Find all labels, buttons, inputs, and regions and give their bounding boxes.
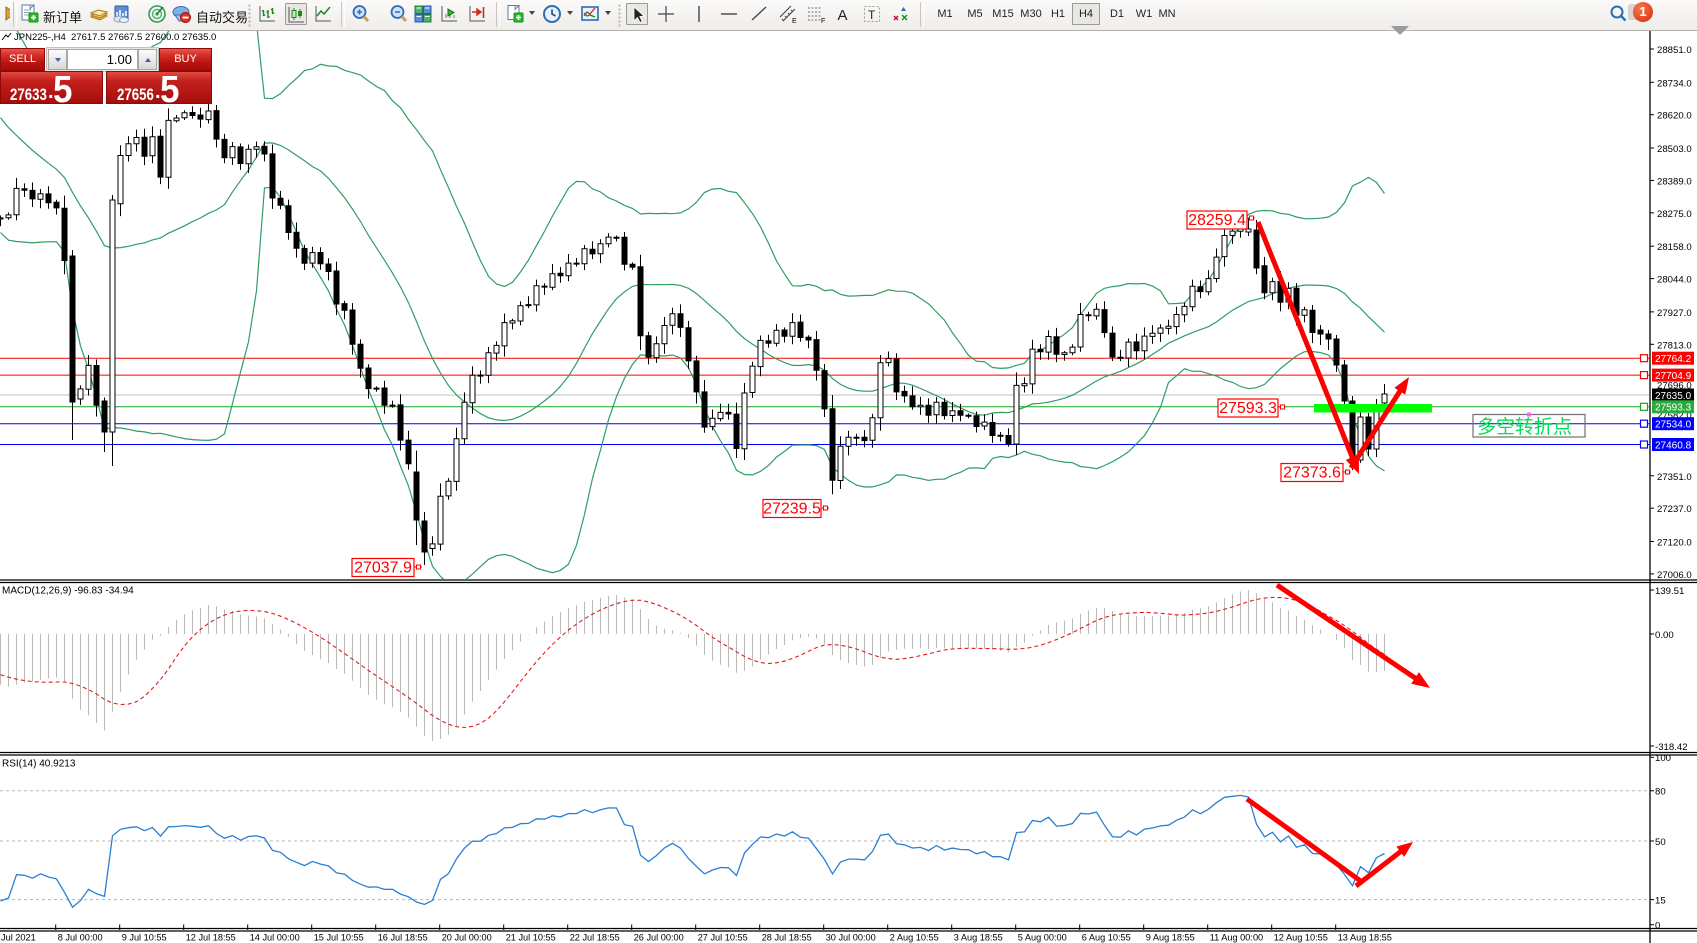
svg-text:28620.0: 28620.0 [1657, 111, 1692, 122]
svg-text:27764.2: 27764.2 [1655, 354, 1692, 365]
svg-text:多空转折点: 多空转折点 [1477, 416, 1572, 438]
svg-text:0: 0 [1655, 921, 1660, 932]
svg-text:80: 80 [1655, 787, 1666, 798]
svg-text:30 Jul 00:00: 30 Jul 00:00 [826, 933, 876, 943]
svg-text:27460.8: 27460.8 [1655, 440, 1692, 451]
svg-text:13 Aug 18:55: 13 Aug 18:55 [1338, 933, 1392, 943]
svg-text:12 Aug 10:55: 12 Aug 10:55 [1274, 933, 1328, 943]
svg-text:MACD(12,26,9) -96.83 -34.94: MACD(12,26,9) -96.83 -34.94 [2, 586, 134, 597]
svg-text:27813.0: 27813.0 [1657, 340, 1692, 351]
svg-text:28158.0: 28158.0 [1657, 242, 1692, 253]
svg-text:27534.0: 27534.0 [1655, 420, 1692, 431]
svg-text:28851.0: 28851.0 [1657, 45, 1692, 56]
svg-text:28259.4: 28259.4 [1188, 212, 1246, 229]
svg-text:27351.0: 27351.0 [1657, 472, 1692, 483]
svg-text:20 Jul 00:00: 20 Jul 00:00 [442, 933, 492, 943]
svg-text:Jul 2021: Jul 2021 [1, 933, 36, 943]
svg-text:9 Aug 18:55: 9 Aug 18:55 [1146, 933, 1195, 943]
svg-text:27373.6: 27373.6 [1283, 465, 1341, 482]
svg-text:-318.42: -318.42 [1655, 742, 1688, 753]
svg-text:27696.0: 27696.0 [1657, 381, 1692, 392]
svg-text:0.00: 0.00 [1655, 630, 1674, 641]
svg-text:27593.3: 27593.3 [1655, 403, 1692, 414]
svg-text:21 Jul 10:55: 21 Jul 10:55 [506, 933, 556, 943]
svg-text:8 Jul 00:00: 8 Jul 00:00 [58, 933, 103, 943]
svg-text:28044.0: 28044.0 [1657, 275, 1692, 286]
svg-text:6 Aug 10:55: 6 Aug 10:55 [1082, 933, 1131, 943]
svg-text:JPN225-,H4 27617.5 27667.5 27: JPN225-,H4 27617.5 27667.5 27600.0 27635… [14, 32, 216, 43]
svg-text:5 Aug 00:00: 5 Aug 00:00 [1018, 933, 1067, 943]
svg-text:A: A [838, 7, 848, 24]
svg-text:28275.0: 28275.0 [1657, 209, 1692, 220]
svg-text:15 Jul 10:55: 15 Jul 10:55 [314, 933, 364, 943]
svg-text:28503.0: 28503.0 [1657, 144, 1692, 155]
svg-text:27237.0: 27237.0 [1657, 504, 1692, 515]
svg-text:100: 100 [1655, 753, 1671, 764]
svg-text:27635.0: 27635.0 [1655, 391, 1692, 402]
svg-text:27582.0: 27582.0 [1657, 411, 1692, 422]
svg-text:27239.5: 27239.5 [763, 501, 821, 518]
svg-text:27120.0: 27120.0 [1657, 537, 1692, 548]
svg-text:16 Jul 18:55: 16 Jul 18:55 [378, 933, 428, 943]
svg-text:14 Jul 00:00: 14 Jul 00:00 [250, 933, 300, 943]
svg-text:28389.0: 28389.0 [1657, 176, 1692, 187]
svg-text:2 Aug 10:55: 2 Aug 10:55 [890, 933, 939, 943]
svg-text:T: T [868, 8, 876, 22]
svg-text:27704.9: 27704.9 [1655, 371, 1692, 382]
svg-text:27593.3: 27593.3 [1219, 400, 1277, 417]
svg-text:3 Aug 18:55: 3 Aug 18:55 [954, 933, 1003, 943]
svg-text:139.51: 139.51 [1655, 586, 1684, 597]
svg-text:F: F [821, 18, 825, 25]
svg-text:27006.0: 27006.0 [1657, 570, 1692, 581]
svg-text:28734.0: 28734.0 [1657, 78, 1692, 89]
svg-text:12 Jul 18:55: 12 Jul 18:55 [186, 933, 236, 943]
svg-text:RSI(14) 40.9213: RSI(14) 40.9213 [2, 759, 76, 770]
svg-text:15: 15 [1655, 895, 1666, 906]
svg-text:28 Jul 18:55: 28 Jul 18:55 [762, 933, 812, 943]
svg-text:27037.9: 27037.9 [354, 560, 412, 577]
svg-text:50: 50 [1655, 837, 1666, 848]
svg-text:27 Jul 10:55: 27 Jul 10:55 [698, 933, 748, 943]
svg-text:9 Jul 10:55: 9 Jul 10:55 [122, 933, 167, 943]
svg-text:26 Jul 00:00: 26 Jul 00:00 [634, 933, 684, 943]
svg-text:27927.0: 27927.0 [1657, 308, 1692, 319]
svg-text:11 Aug 00:00: 11 Aug 00:00 [1210, 933, 1263, 943]
svg-text:22 Jul 18:55: 22 Jul 18:55 [570, 933, 620, 943]
svg-text:E: E [792, 18, 797, 25]
